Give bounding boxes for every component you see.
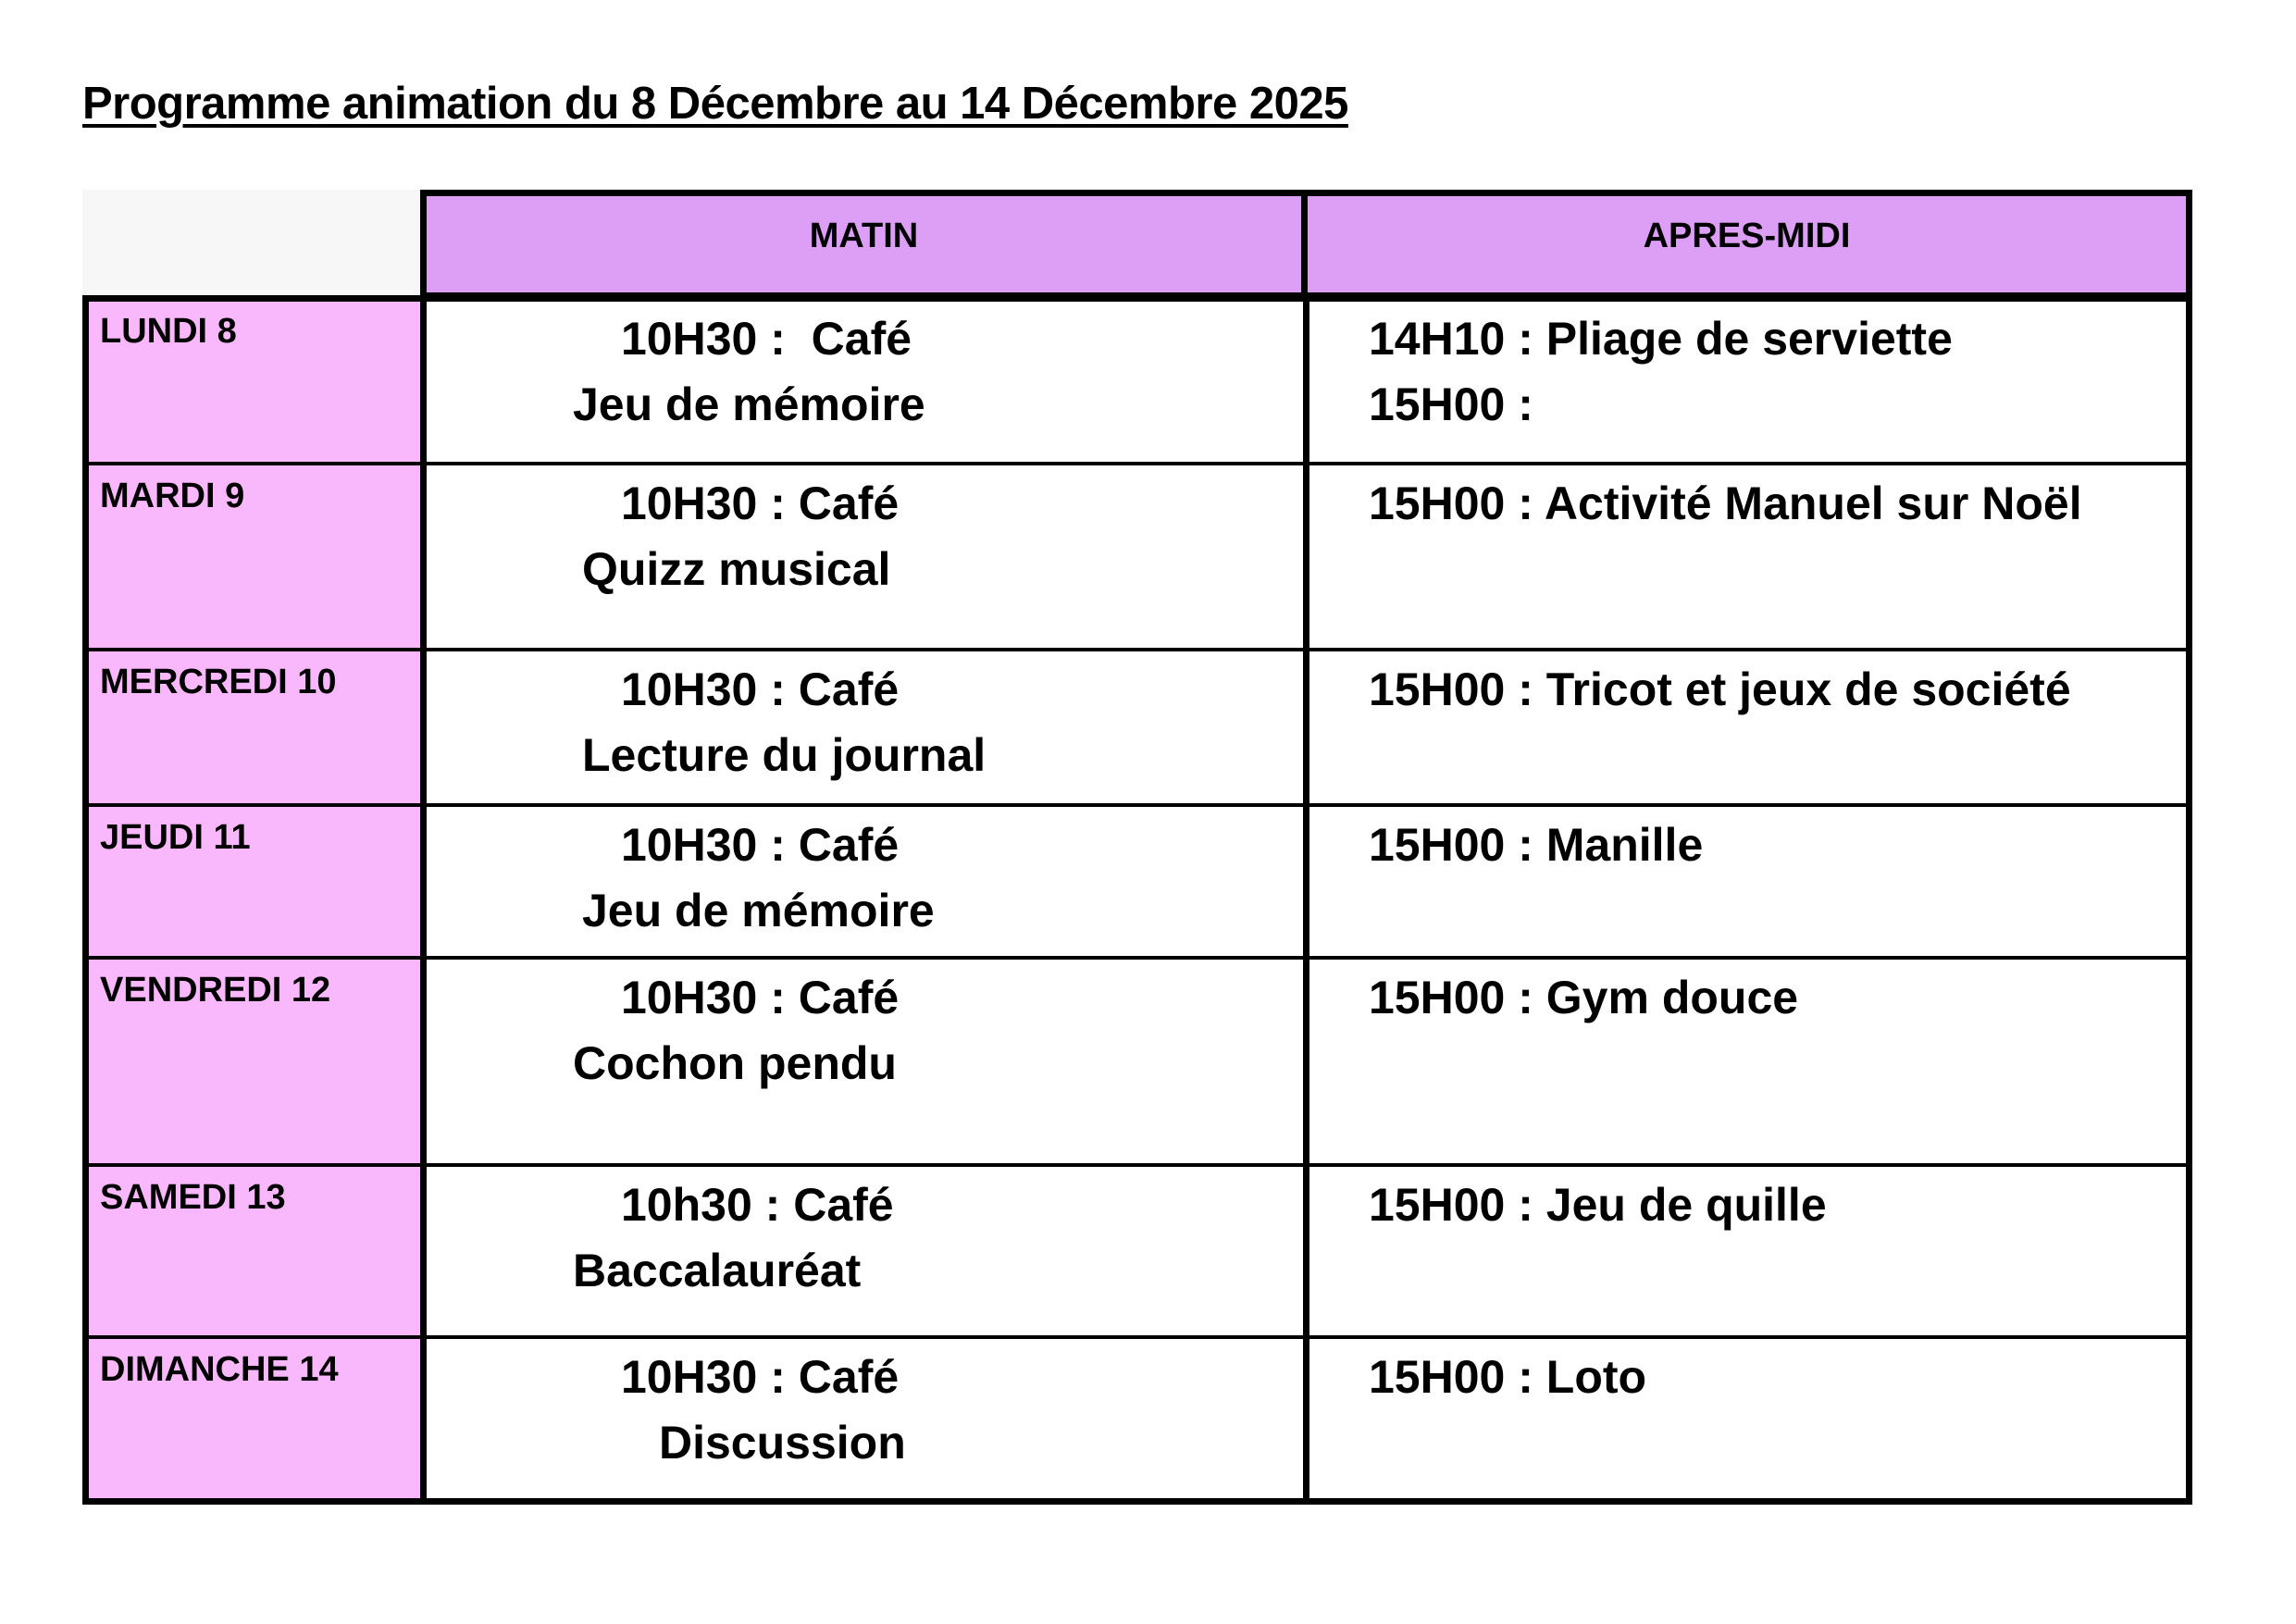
row-divider: [82, 462, 2192, 465]
day-label: DIMANCHE 14: [82, 1337, 427, 1501]
table-row: VENDREDI 12 10H30 : Café Cochon pendu 15H00…: [82, 956, 2192, 1165]
apres-midi-cell: 15H00 : Loto: [1309, 1337, 2192, 1501]
row-divider: [82, 648, 2192, 651]
activity-line: Baccalauréat: [573, 1245, 862, 1296]
activity-line: 10h30 : Café: [621, 1179, 894, 1231]
header-apres-midi: APRES-MIDI: [1301, 190, 2192, 299]
row-divider: [82, 803, 2192, 807]
table-row: JEUDI 11 10H30 : Café Jeu de mémoire 15H00 …: [82, 803, 2192, 958]
matin-cell: 10H30 : Café Jeu de mémoire: [427, 299, 1309, 464]
activity-line: 15H00 :: [1369, 378, 1533, 430]
activity-line: 15H00 : Manille: [1369, 819, 1704, 871]
activity-line: 10H30 : Café: [621, 477, 900, 529]
activity-line: Discussion: [659, 1417, 906, 1469]
day-label: MERCREDI 10: [82, 650, 427, 805]
matin-cell: 10h30 : Café Baccalauréat: [427, 1165, 1309, 1337]
matin-cell: 10H30 : Café Cochon pendu: [427, 958, 1309, 1165]
activity-line: Lecture du journal: [582, 729, 987, 781]
day-label: MARDI 9: [82, 464, 427, 650]
table-row: MARDI 9 10H30 : Café Quizz musical 15H00 : …: [82, 462, 2192, 650]
table-row: SAMEDI 13 10h30 : Café Baccalauréat 15H00 :…: [82, 1163, 2192, 1337]
corner-cell: [82, 190, 427, 301]
header-matin: MATIN: [420, 190, 1308, 299]
matin-cell: 10H30 : Café Discussion: [427, 1337, 1309, 1501]
apres-midi-cell: 15H00 : Tricot et jeux de société: [1309, 650, 2192, 805]
table-bottom-border: [82, 1498, 2192, 1505]
matin-cell: 10H30 : Café Quizz musical: [427, 464, 1309, 650]
activity-line: Jeu de mémoire: [573, 378, 925, 430]
activity-line: 14H10 : Pliage de serviette: [1369, 313, 1953, 365]
apres-midi-cell: 15H00 : Manille: [1309, 805, 2192, 958]
apres-midi-cell: 14H10 : Pliage de serviette 15H00 :: [1309, 299, 2192, 464]
activity-line: Quizz musical: [582, 543, 891, 595]
row-divider: [82, 1163, 2192, 1167]
activity-line: 10H30 : Café: [621, 819, 900, 871]
table-row: LUNDI 8 10H30 : Café Jeu de mémoire 14H10 :…: [82, 295, 2192, 464]
activity-line: 10H30 : Café: [621, 663, 900, 715]
row-divider: [82, 956, 2192, 960]
page-title: Programme animation du 8 Décembre au 14 …: [82, 79, 1348, 129]
table-row: MERCREDI 10 10H30 : Café Lecture du journa…: [82, 648, 2192, 805]
table-row: DIMANCHE 14 10H30 : Café Discussion 15H00 :…: [82, 1335, 2192, 1505]
activity-line: 15H00 : Loto: [1369, 1351, 1647, 1403]
row-divider: [82, 295, 2192, 302]
activity-line: 15H00 : Jeu de quille: [1369, 1179, 1827, 1231]
apres-midi-cell: 15H00 : Activité Manuel sur Noël: [1309, 464, 2192, 650]
matin-cell: 10H30 : Café Jeu de mémoire: [427, 805, 1309, 958]
day-label: JEUDI 11: [82, 805, 427, 958]
day-label: SAMEDI 13: [82, 1165, 427, 1337]
apres-midi-cell: 15H00 : Jeu de quille: [1309, 1165, 2192, 1337]
day-label: VENDREDI 12: [82, 958, 427, 1165]
activity-line: 15H00 : Gym douce: [1369, 972, 1799, 1023]
activity-line: 10H30 : Café: [621, 972, 900, 1023]
row-divider: [82, 1335, 2192, 1339]
activity-line: 10H30 : Café: [621, 1351, 900, 1403]
apres-midi-cell: 15H00 : Gym douce: [1309, 958, 2192, 1165]
activity-line: Jeu de mémoire: [582, 885, 935, 936]
activity-line: 15H00 : Tricot et jeux de société: [1369, 663, 2071, 715]
activity-line: 10H30 : Café: [621, 313, 912, 365]
day-label: LUNDI 8: [82, 299, 427, 464]
matin-cell: 10H30 : Café Lecture du journal: [427, 650, 1309, 805]
activity-line: Cochon pendu: [573, 1037, 897, 1089]
activity-line: 15H00 : Activité Manuel sur Noël: [1369, 477, 2082, 529]
